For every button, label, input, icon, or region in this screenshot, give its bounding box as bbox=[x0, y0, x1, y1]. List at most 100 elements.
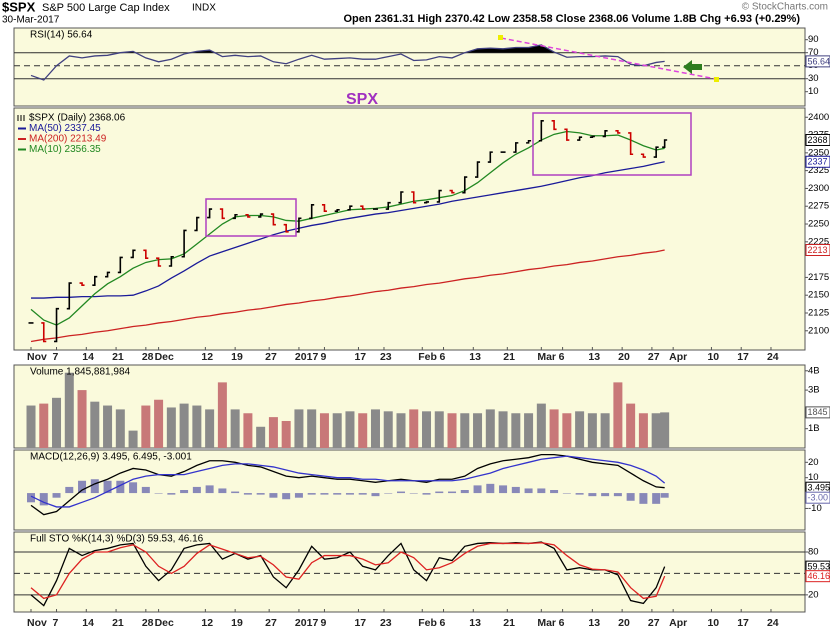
y-tick-label: 2175 bbox=[808, 272, 829, 283]
volume-bar bbox=[651, 413, 661, 448]
x-tick-label: 20 bbox=[618, 351, 630, 363]
volume-bar bbox=[332, 413, 342, 448]
x-tick-label: 27 bbox=[648, 351, 660, 363]
value-tag bbox=[805, 55, 830, 68]
price-bar bbox=[41, 322, 47, 343]
quote: Open 2361.31 High 2370.42 Low 2358.58 Cl… bbox=[343, 13, 800, 25]
price-bar bbox=[194, 216, 200, 232]
value-tag-label: 2337 bbox=[808, 157, 828, 167]
histogram-bar bbox=[435, 491, 444, 494]
date: 30-Mar-2017 bbox=[2, 15, 60, 26]
x-tick-label: 17 bbox=[354, 617, 366, 629]
price-bar bbox=[577, 136, 583, 141]
overbought-fill bbox=[31, 44, 665, 53]
price-bar bbox=[462, 176, 468, 194]
rsi-trendline bbox=[500, 37, 717, 80]
y-tick-label: 2350 bbox=[808, 147, 829, 158]
x-tick-label: Nov bbox=[27, 351, 47, 363]
histogram-bar bbox=[269, 493, 278, 498]
y-tick-label: -10 bbox=[808, 503, 822, 514]
histogram-bar bbox=[575, 493, 584, 495]
panel-legend: Full STO %K(14,3) %D(3) 59.53, 46.16 bbox=[30, 534, 204, 545]
moving-average bbox=[31, 161, 665, 299]
price-bar bbox=[487, 151, 493, 163]
consolidation-box bbox=[532, 112, 692, 176]
x-tick-label: 13 bbox=[588, 617, 600, 629]
legend-entry: MA(200) 2213.49 bbox=[29, 134, 107, 145]
security-name: S&P 500 Large Cap Index bbox=[42, 2, 170, 14]
value-tag-label: 59.53 bbox=[808, 561, 830, 571]
histogram-bar bbox=[103, 480, 112, 494]
trend-point bbox=[498, 35, 503, 40]
indicator-line bbox=[30, 542, 666, 600]
y-tick-label: 1B bbox=[808, 423, 820, 434]
panel-frame bbox=[13, 531, 806, 613]
value-tag bbox=[805, 133, 830, 146]
histogram-bar bbox=[422, 493, 431, 495]
volume-bar bbox=[409, 409, 419, 448]
panels: 9070503010RSI(14) 56.6456.64240023752350… bbox=[13, 27, 830, 629]
credit: © StockCharts.com bbox=[742, 2, 828, 13]
price-bar bbox=[398, 191, 404, 204]
y-tick-label: 90 bbox=[808, 34, 819, 45]
price-bar bbox=[309, 204, 315, 220]
y-tick-label: 80 bbox=[808, 547, 819, 558]
volume-bar bbox=[77, 390, 87, 448]
volume-bar bbox=[473, 413, 483, 448]
volume-bar bbox=[268, 417, 278, 448]
volume-bar bbox=[434, 411, 444, 448]
x-tick-label: 27 bbox=[265, 351, 277, 363]
x-tick-label: Feb bbox=[418, 617, 437, 629]
price-bar bbox=[475, 161, 481, 178]
price-bar bbox=[283, 223, 289, 233]
annotations: SPX bbox=[205, 35, 719, 237]
histogram-bar bbox=[601, 493, 610, 497]
price-bar bbox=[296, 217, 302, 233]
volume-bar bbox=[536, 403, 546, 448]
histogram-bar bbox=[448, 491, 457, 494]
value-tag-label: 2368 bbox=[808, 135, 828, 145]
x-tick-label: 21 bbox=[112, 351, 124, 363]
x-tick-label: 21 bbox=[112, 617, 124, 629]
x-tick-label: 6 bbox=[440, 351, 446, 363]
histogram-bar bbox=[52, 493, 61, 498]
volume-bar bbox=[307, 409, 317, 448]
y-tick-label: 4B bbox=[808, 365, 820, 376]
volume-bar bbox=[587, 413, 597, 448]
volume-bar bbox=[660, 412, 670, 448]
price-bar bbox=[551, 120, 557, 131]
histogram-bar bbox=[409, 493, 418, 494]
volume-bar bbox=[64, 372, 74, 448]
volume-bar bbox=[179, 403, 189, 448]
histogram-bar bbox=[473, 485, 482, 494]
x-tick-label: 24 bbox=[767, 351, 779, 363]
price-bar bbox=[79, 282, 85, 287]
histogram-bar bbox=[154, 493, 163, 494]
histogram-bar bbox=[167, 493, 176, 495]
histogram-bar bbox=[243, 493, 252, 495]
price-bar bbox=[219, 208, 225, 220]
green-arrow bbox=[683, 60, 702, 74]
x-tick-label: 28 bbox=[142, 351, 154, 363]
price-bar bbox=[207, 208, 213, 219]
price-bar bbox=[156, 257, 162, 267]
volume-bar bbox=[575, 411, 585, 448]
symbol: $SPX bbox=[2, 0, 36, 14]
price-bar bbox=[513, 142, 519, 153]
x-tick-label: 14 bbox=[82, 617, 94, 629]
price-bar bbox=[662, 139, 668, 148]
volume-bar bbox=[256, 426, 266, 448]
legend-swatch bbox=[17, 115, 25, 121]
price-bar bbox=[270, 213, 276, 226]
histogram-bar bbox=[231, 491, 240, 494]
volume-bar bbox=[358, 413, 368, 448]
y-tick-label: 2275 bbox=[808, 201, 829, 212]
price-bar bbox=[436, 189, 442, 203]
x-tick-label: Mar bbox=[537, 351, 556, 363]
price-bar bbox=[168, 255, 174, 267]
x-tick-label: 10 bbox=[707, 617, 719, 629]
histogram-bar bbox=[192, 486, 201, 494]
volume-bar bbox=[141, 405, 151, 448]
histogram-bar bbox=[660, 493, 669, 498]
price-bar bbox=[117, 256, 123, 274]
